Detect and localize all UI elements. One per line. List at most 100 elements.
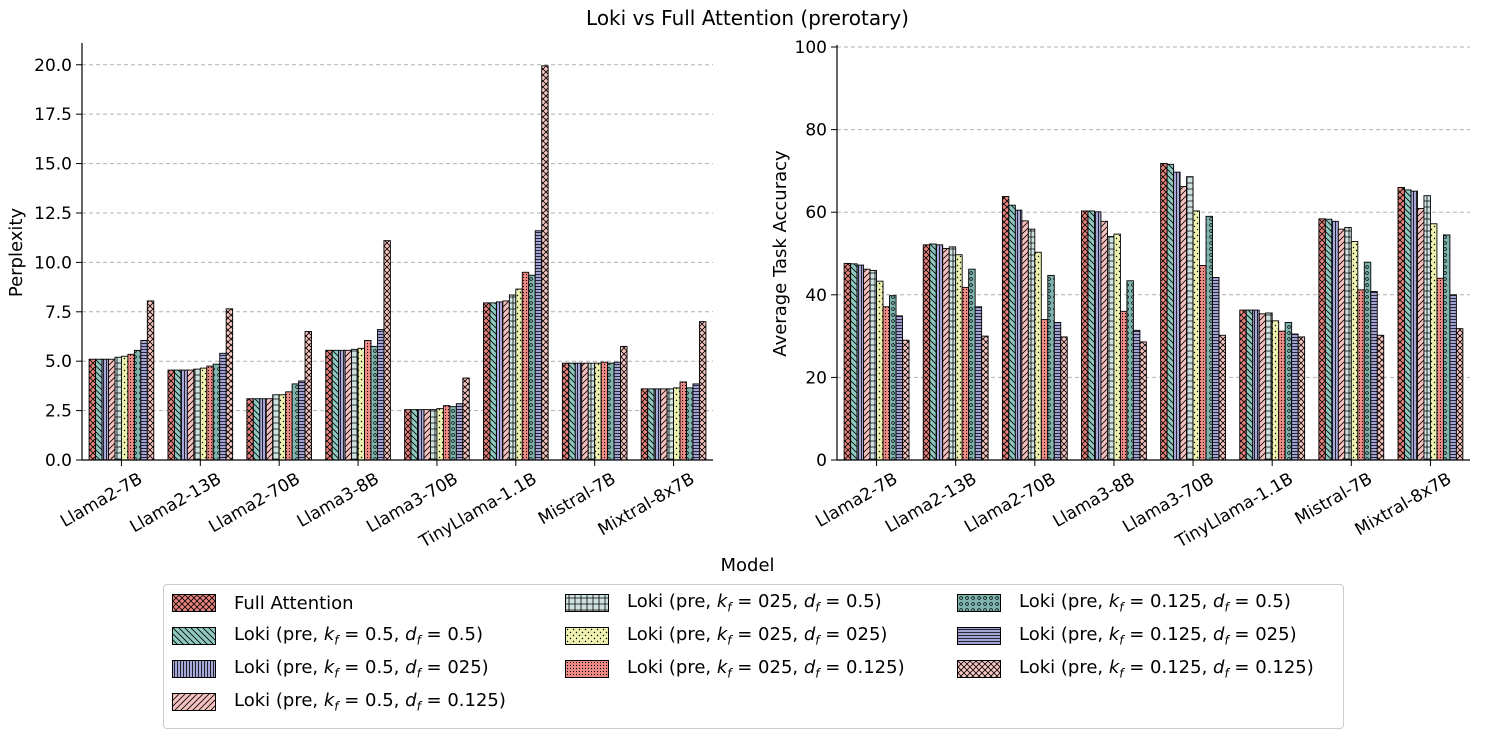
legend-swatch bbox=[172, 693, 216, 711]
bar bbox=[462, 377, 470, 461]
bar bbox=[377, 329, 385, 461]
bar bbox=[1119, 310, 1128, 461]
bar bbox=[417, 409, 425, 461]
y-tick-label: 0.0 bbox=[45, 451, 72, 471]
legend-label: Loki (pre, kf = 0.125, df = 0.125) bbox=[1019, 657, 1314, 681]
bar bbox=[1186, 176, 1194, 461]
y-tick-label: 20.0 bbox=[34, 56, 72, 76]
bar bbox=[167, 369, 175, 461]
bar bbox=[981, 335, 989, 461]
legend-label: Loki (pre, kf = 0.125, df = 025) bbox=[1019, 624, 1297, 648]
bar bbox=[607, 362, 615, 461]
bar bbox=[1199, 265, 1207, 461]
bar bbox=[95, 358, 103, 461]
bar bbox=[364, 339, 372, 461]
bar bbox=[640, 388, 649, 461]
bar bbox=[587, 362, 596, 461]
bar bbox=[902, 339, 910, 461]
bar bbox=[1001, 196, 1010, 461]
bar bbox=[1410, 190, 1418, 461]
y-tick-label: 80 bbox=[805, 121, 827, 141]
legend-label: Loki (pre, kf = 025, df = 0.125) bbox=[627, 657, 905, 681]
bar bbox=[252, 398, 261, 461]
bar bbox=[1397, 186, 1405, 461]
y-tick-label: 5.0 bbox=[45, 352, 72, 372]
bar bbox=[521, 271, 530, 461]
legend-swatch bbox=[957, 594, 1001, 612]
bar bbox=[265, 398, 274, 461]
bar bbox=[483, 302, 491, 461]
bar bbox=[1370, 291, 1378, 461]
legend-label: Loki (pre, kf = 0.5, df = 0.5) bbox=[234, 624, 483, 648]
y-tick-label: 60 bbox=[805, 203, 827, 223]
bar bbox=[1284, 322, 1293, 461]
legend-swatch bbox=[957, 660, 1001, 678]
bar bbox=[206, 365, 214, 461]
bar bbox=[653, 388, 662, 461]
bar bbox=[1113, 233, 1121, 461]
bar bbox=[1166, 163, 1175, 461]
bar bbox=[1404, 189, 1412, 461]
bar bbox=[331, 349, 340, 461]
legend-item: Loki (pre, kf = 0.5, df = 025) bbox=[172, 657, 489, 681]
bar bbox=[1027, 228, 1036, 461]
bar bbox=[574, 362, 583, 461]
bar bbox=[647, 388, 655, 461]
bar bbox=[1040, 319, 1049, 461]
bar bbox=[225, 308, 234, 461]
bar bbox=[1455, 328, 1464, 461]
bar bbox=[561, 362, 570, 461]
bar bbox=[692, 383, 700, 461]
bar bbox=[1212, 277, 1220, 461]
bar bbox=[1318, 218, 1326, 461]
bar bbox=[1218, 334, 1226, 461]
bar bbox=[1265, 312, 1273, 461]
bar bbox=[968, 268, 976, 461]
y-tick-label: 0 bbox=[816, 451, 827, 471]
bar bbox=[455, 403, 464, 461]
figure-title: Loki vs Full Attention (prerotary) bbox=[586, 6, 909, 30]
legend-swatch bbox=[565, 594, 609, 612]
bar bbox=[1376, 334, 1385, 461]
accuracy-chart: 020406080100Llama2-7BLlama2-13BLlama2-70… bbox=[770, 38, 1470, 553]
bar bbox=[430, 409, 438, 461]
bar bbox=[1160, 163, 1168, 461]
bar bbox=[88, 358, 97, 461]
bar bbox=[1094, 211, 1102, 461]
legend-item: Loki (pre, kf = 0.5, df = 0.5) bbox=[172, 624, 483, 648]
bar bbox=[889, 295, 897, 461]
bar bbox=[298, 380, 306, 461]
bar bbox=[1014, 209, 1023, 461]
bar bbox=[1087, 210, 1095, 461]
bar bbox=[1258, 313, 1267, 461]
legend-label: Loki (pre, kf = 025, df = 025) bbox=[627, 624, 888, 648]
legend-swatch bbox=[565, 660, 609, 678]
bar bbox=[850, 263, 858, 461]
y-tick-label: 10.0 bbox=[34, 253, 72, 273]
bar bbox=[351, 348, 359, 461]
legend-item: Loki (pre, kf = 0.5, df = 0.125) bbox=[172, 690, 506, 714]
bar bbox=[1047, 274, 1055, 461]
bar bbox=[1363, 261, 1372, 461]
legend-swatch bbox=[172, 627, 216, 645]
shared-x-axis-label: Model bbox=[720, 555, 775, 576]
bar bbox=[502, 300, 510, 461]
bar bbox=[1429, 223, 1438, 461]
y-tick-label: 17.5 bbox=[34, 105, 72, 125]
bar bbox=[1021, 220, 1029, 461]
bar bbox=[1192, 210, 1201, 461]
bar bbox=[186, 369, 195, 461]
bar bbox=[1449, 294, 1457, 461]
bar bbox=[199, 367, 208, 461]
bar bbox=[140, 339, 148, 461]
bar bbox=[1034, 251, 1042, 461]
y-axis-label: Perplexity bbox=[6, 208, 27, 298]
bar bbox=[120, 355, 129, 461]
bar bbox=[410, 409, 418, 461]
bar bbox=[1081, 210, 1089, 461]
bar bbox=[843, 262, 852, 461]
bar bbox=[1297, 336, 1306, 461]
legend-item: Loki (pre, kf = 025, df = 0.125) bbox=[565, 657, 905, 681]
bar bbox=[442, 405, 451, 461]
legend-swatch bbox=[172, 594, 216, 612]
